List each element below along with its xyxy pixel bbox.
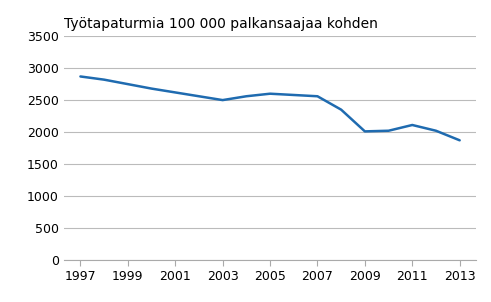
- Text: Työtapaturmia 100 000 palkansaajaa kohden: Työtapaturmia 100 000 palkansaajaa kohde…: [64, 17, 378, 31]
